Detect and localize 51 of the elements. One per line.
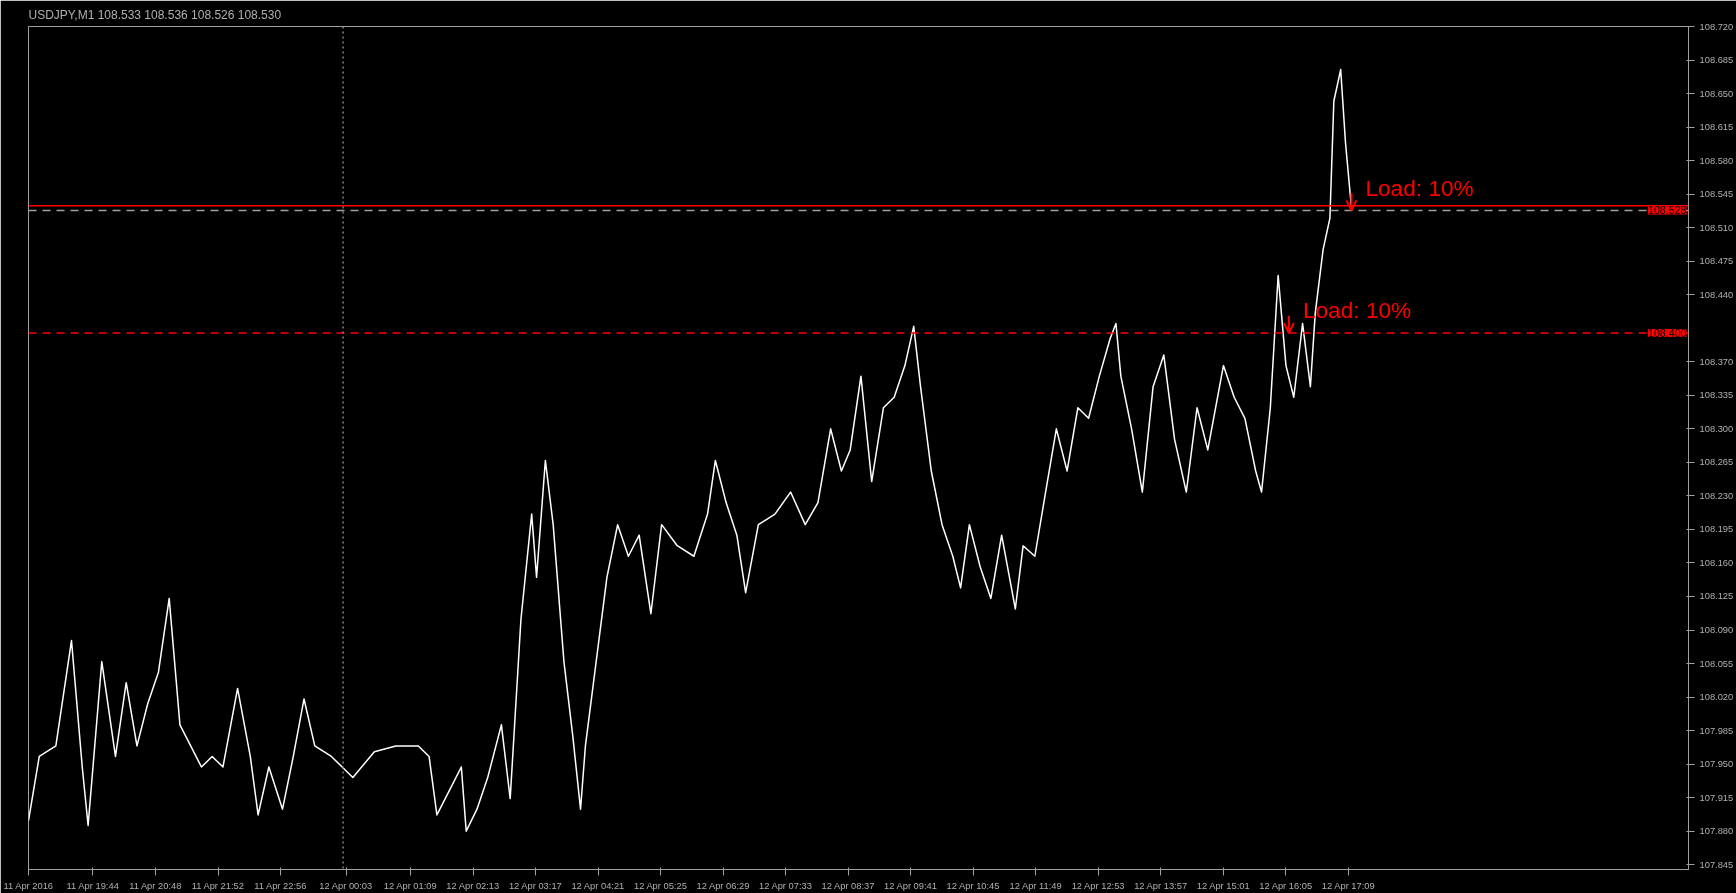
- ref-line-label: 108.400: [1647, 327, 1687, 340]
- y-tick-label: 108.650: [1699, 88, 1734, 99]
- ref-line-label: 108.528: [1647, 204, 1687, 217]
- y-tick-label: 107.915: [1699, 792, 1734, 803]
- y-tick-label: 108.020: [1699, 692, 1734, 703]
- y-tick-label: 108.475: [1699, 256, 1734, 267]
- x-tick-label: 12 Apr 10:45: [946, 880, 1000, 891]
- y-tick-label: 108.195: [1699, 524, 1734, 535]
- y-tick-label: 108.440: [1699, 289, 1734, 300]
- y-tick-label: 107.985: [1699, 725, 1734, 736]
- y-tick-label: 108.265: [1699, 457, 1734, 468]
- x-tick-label: 11 Apr 22:56: [254, 880, 307, 891]
- x-tick-label: 12 Apr 11:49: [1009, 880, 1062, 891]
- x-tick-label: 11 Apr 2016: [3, 880, 54, 891]
- x-tick-label: 12 Apr 08:37: [821, 880, 875, 891]
- x-tick-label: 11 Apr 19:44: [66, 880, 119, 891]
- y-tick-label: 108.055: [1699, 658, 1734, 669]
- x-tick-label: 12 Apr 07:33: [759, 880, 812, 891]
- y-tick-label: 108.230: [1699, 490, 1734, 501]
- y-tick-label: 108.580: [1699, 155, 1734, 166]
- y-tick-label: 107.845: [1699, 859, 1734, 870]
- annotation: Load: 10%: [1365, 174, 1474, 201]
- x-tick-label: 12 Apr 15:01: [1196, 880, 1250, 891]
- y-tick-label: 108.720: [1699, 21, 1734, 32]
- x-tick-label: 12 Apr 09:41: [884, 880, 937, 891]
- y-tick-label: 108.300: [1699, 423, 1734, 434]
- x-tick-label: 12 Apr 12:53: [1071, 880, 1125, 891]
- x-tick-label: 11 Apr 21:52: [191, 880, 244, 891]
- chart-title: USDJPY,M1 108.533 108.536 108.526 108.530: [28, 7, 282, 22]
- x-tick-label: 11 Apr 20:48: [129, 880, 182, 891]
- y-tick-label: 108.125: [1699, 591, 1734, 602]
- x-tick-label: 12 Apr 06:29: [696, 880, 750, 891]
- x-tick-label: 12 Apr 00:03: [319, 880, 373, 891]
- x-tick-label: 12 Apr 05:25: [633, 880, 687, 891]
- x-tick-label: 12 Apr 03:17: [508, 880, 562, 891]
- y-tick-label: 108.545: [1699, 189, 1734, 200]
- y-tick-label: 108.615: [1699, 122, 1734, 133]
- y-tick-label: 107.880: [1699, 826, 1734, 837]
- y-tick-label: 108.510: [1699, 222, 1734, 233]
- y-tick-label: 108.370: [1699, 356, 1734, 367]
- x-tick-label: 12 Apr 02:13: [446, 880, 500, 891]
- x-tick-label: 12 Apr 16:05: [1259, 880, 1313, 891]
- x-tick-label: 12 Apr 17:09: [1321, 880, 1375, 891]
- x-tick-label: 12 Apr 01:09: [383, 880, 437, 891]
- y-tick-label: 108.160: [1699, 557, 1734, 568]
- y-tick-label: 108.335: [1699, 390, 1734, 401]
- y-tick-label: 107.950: [1699, 759, 1734, 770]
- y-tick-label: 108.090: [1699, 625, 1734, 636]
- x-tick-label: 12 Apr 13:57: [1134, 880, 1188, 891]
- y-tick-label: 108.685: [1699, 55, 1734, 66]
- x-tick-label: 12 Apr 04:21: [571, 880, 625, 891]
